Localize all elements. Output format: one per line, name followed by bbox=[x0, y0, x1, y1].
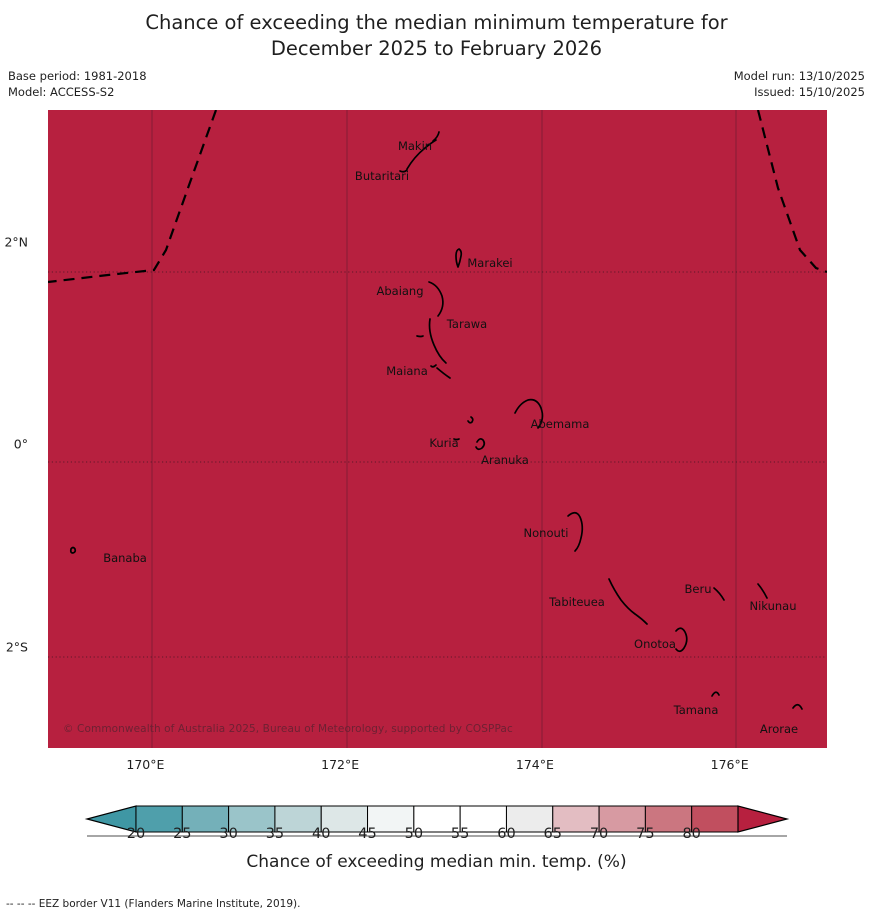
colorbar-over-arrow bbox=[737, 805, 790, 833]
y-tick-2°N: 2°N bbox=[4, 234, 28, 250]
model-run-text: Model run: 13/10/2025 bbox=[733, 69, 865, 83]
map-credit: © Commonwealth of Australia 2025, Bureau… bbox=[63, 723, 513, 735]
colorbar-tick-45: 45 bbox=[358, 826, 377, 842]
colorbar-segment-60 bbox=[505, 805, 554, 833]
model-text: Model: ACCESS-S2 bbox=[8, 85, 115, 99]
colorbar-segment-80 bbox=[691, 805, 739, 833]
graticule-lines-horizontal bbox=[48, 271, 827, 658]
colorbar-title: Chance of exceeding median min. temp. (%… bbox=[246, 852, 627, 872]
x-tick-174°E: 174°E bbox=[515, 757, 554, 772]
map-plot-area[interactable] bbox=[48, 110, 827, 748]
eez-border bbox=[48, 110, 827, 284]
graticule-lines bbox=[151, 110, 737, 748]
colorbar-tick-60: 60 bbox=[497, 826, 516, 842]
x-tick-176°E: 176°E bbox=[710, 757, 749, 772]
island-label-makin: Makin bbox=[397, 139, 433, 153]
colorbar-segment-25 bbox=[181, 805, 230, 833]
colorbar-tick-70: 70 bbox=[589, 826, 609, 842]
island-label-banaba: Banaba bbox=[103, 551, 147, 565]
island-outlines bbox=[69, 131, 803, 710]
colorbar-segment-20 bbox=[135, 805, 183, 833]
colorbar-tick-55: 55 bbox=[450, 826, 470, 842]
issued-text: Issued: 15/10/2025 bbox=[754, 85, 865, 99]
title-line-1: Chance of exceeding the median minimum t… bbox=[145, 11, 728, 34]
colorbar-tick-80: 80 bbox=[682, 826, 701, 842]
island-label-abaiang: Abaiang bbox=[376, 284, 424, 298]
metadata-right: Model run: 13/10/2025 Issued: 15/10/2025 bbox=[734, 68, 865, 100]
metadata-left: Base period: 1981-2018 Model: ACCESS-S2 bbox=[8, 68, 147, 100]
colorbar-tick-20: 20 bbox=[126, 826, 146, 842]
island-label-kuria: Kuria bbox=[429, 436, 459, 450]
page-title: Chance of exceeding the median minimum t… bbox=[0, 10, 873, 62]
colorbar-tick-25: 25 bbox=[173, 826, 192, 842]
colorbar[interactable] bbox=[0, 798, 873, 848]
title-line-2: December 2025 to February 2026 bbox=[270, 37, 603, 60]
island-label-nikunau: Nikunau bbox=[749, 599, 797, 613]
island-label-tamana: Tamana bbox=[673, 703, 719, 717]
map-canvas bbox=[48, 110, 827, 748]
colorbar-tick-30: 30 bbox=[219, 826, 238, 842]
eez-footnote: -- -- -- EEZ border V11 (Flanders Marine… bbox=[6, 898, 301, 910]
ocean-background bbox=[48, 110, 827, 748]
island-label-nonouti: Nonouti bbox=[523, 526, 569, 540]
colorbar-segment-50 bbox=[413, 805, 461, 833]
x-tick-170°E: 170°E bbox=[126, 757, 165, 772]
island-label-butaritari: Butaritari bbox=[354, 169, 410, 183]
island-label-arorae: Arorae bbox=[759, 722, 799, 736]
island-label-maiana: Maiana bbox=[386, 364, 428, 378]
colorbar-canvas bbox=[84, 805, 790, 837]
x-tick-172°E: 172°E bbox=[321, 757, 360, 772]
colorbar-segment-55 bbox=[459, 805, 507, 833]
colorbar-segment-30 bbox=[228, 805, 276, 833]
island-label-aranuka: Aranuka bbox=[481, 453, 529, 467]
colorbar-tick-65: 65 bbox=[543, 826, 562, 842]
island-label-tarawa: Tarawa bbox=[446, 317, 488, 331]
colorbar-segment-35 bbox=[274, 805, 322, 833]
colorbar-tick-50: 50 bbox=[404, 826, 424, 842]
base-period-text: Base period: 1981-2018 bbox=[8, 69, 147, 83]
colorbar-tick-75: 75 bbox=[636, 826, 655, 842]
island-label-abemama: Abemama bbox=[530, 417, 590, 431]
colorbar-segment-70 bbox=[598, 805, 646, 833]
island-label-beru: Beru bbox=[684, 582, 712, 596]
island-label-onotoa: Onotoa bbox=[634, 637, 676, 651]
island-label-marakei: Marakei bbox=[467, 256, 513, 270]
colorbar-tick-40: 40 bbox=[311, 826, 331, 842]
y-tick-0°: 0° bbox=[13, 436, 28, 452]
island-label-tabiteuea: Tabiteuea bbox=[549, 595, 605, 609]
colorbar-segment-40 bbox=[320, 805, 369, 833]
y-tick-2°S: 2°S bbox=[5, 639, 28, 655]
colorbar-tick-35: 35 bbox=[265, 826, 285, 842]
